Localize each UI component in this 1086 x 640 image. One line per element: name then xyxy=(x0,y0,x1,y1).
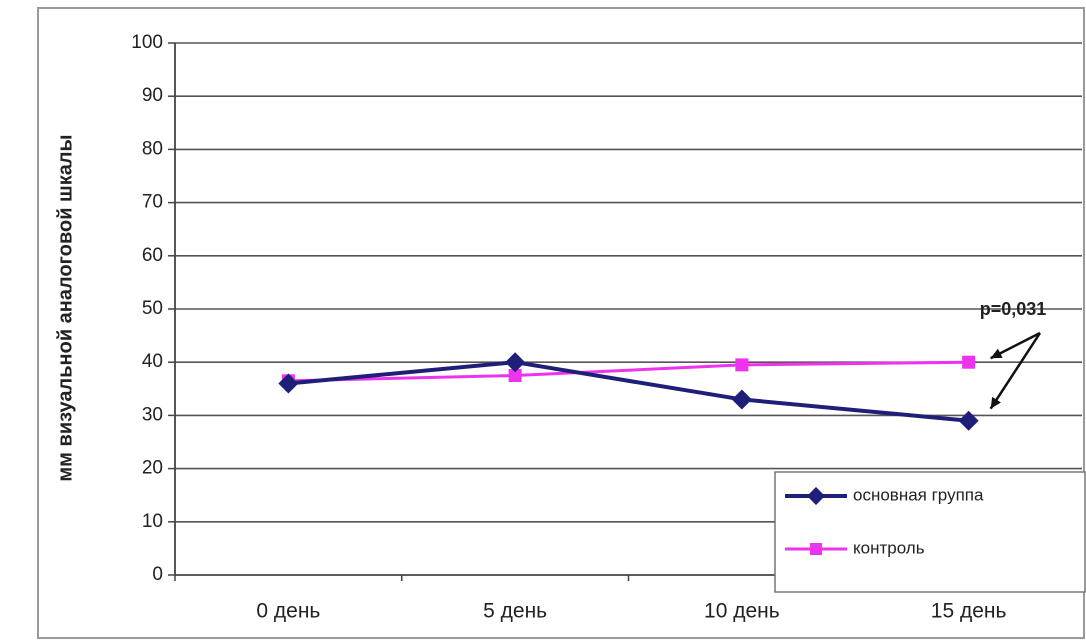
x-tick-label-1: 5 день xyxy=(483,600,547,623)
series-1-point-2 xyxy=(735,358,749,372)
series-layer xyxy=(278,352,979,431)
y-tick-label-90: 90 xyxy=(142,85,163,106)
legend-label-1: контроль xyxy=(853,538,925,557)
y-tick-label-70: 70 xyxy=(142,192,163,213)
series-0-point-2 xyxy=(731,389,752,410)
x-tick-label-0: 0 день xyxy=(256,600,320,623)
y-tick-label-10: 10 xyxy=(142,511,163,532)
series-1-point-3 xyxy=(962,355,976,369)
annotation-arrowhead-1 xyxy=(990,396,1001,409)
legend-label-0: основная группа xyxy=(853,485,984,504)
x-tick-label-2: 10 день xyxy=(704,600,780,623)
y-tick-label-100: 100 xyxy=(131,32,163,53)
series-line-1 xyxy=(288,360,969,383)
annotation-arrow-1 xyxy=(989,332,1042,410)
series-0-point-1 xyxy=(505,352,526,373)
y-axis-title: мм визуальной аналоговой шкалы xyxy=(54,134,76,481)
series-0-point-0 xyxy=(278,373,299,394)
x-axis-tick-labels: 0 день 5 день 10 день 15 день xyxy=(256,600,1006,623)
y-tick-label-40: 40 xyxy=(142,351,163,372)
annotation: p=0,031 xyxy=(980,299,1047,410)
y-tick-label-50: 50 xyxy=(142,298,163,319)
legend-box xyxy=(774,471,1086,593)
y-tick-label-30: 30 xyxy=(142,404,163,425)
x-tick-label-3: 15 день xyxy=(931,600,1007,623)
legend: основная группа контроль xyxy=(774,471,1086,593)
y-tick-label-80: 80 xyxy=(142,138,163,159)
annotation-arrowhead-0 xyxy=(990,348,1003,359)
series-0-point-3 xyxy=(958,410,979,431)
legend-marker-1 xyxy=(810,543,822,555)
y-tick-label-60: 60 xyxy=(142,245,163,266)
y-tick-label-0: 0 xyxy=(152,564,163,585)
series-line-0 xyxy=(288,360,969,423)
series-1-point-1 xyxy=(508,369,522,382)
legend-marker-0 xyxy=(807,487,825,505)
y-tick-label-20: 20 xyxy=(142,458,163,479)
y-axis-tick-labels: 0 10 20 30 40 50 60 70 80 90 100 xyxy=(131,32,163,585)
p-value-annotation: p=0,031 xyxy=(980,299,1047,319)
